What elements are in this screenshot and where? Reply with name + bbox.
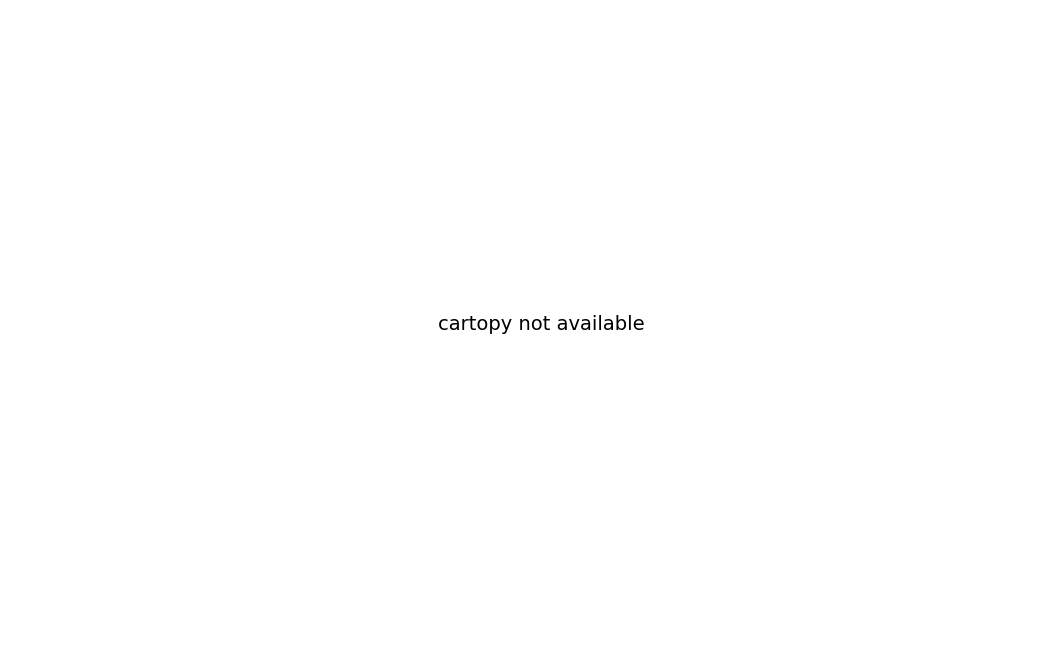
Text: cartopy not available: cartopy not available bbox=[438, 315, 644, 334]
